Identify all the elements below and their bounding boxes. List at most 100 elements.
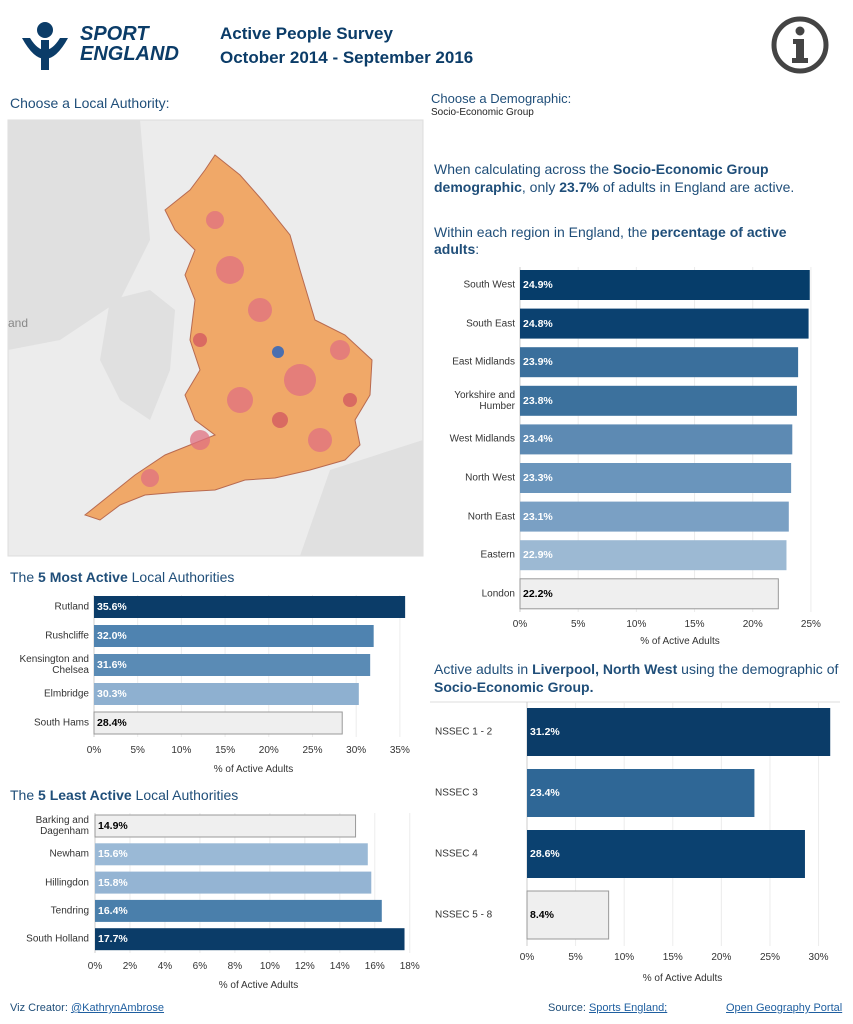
data-label: 32.0%	[97, 630, 127, 642]
source-link[interactable]: Open Geography Portal	[726, 1002, 843, 1014]
y-tick-label: South Holland	[26, 933, 89, 945]
demographic-prompt: Choose a Demographic:	[431, 91, 572, 106]
text: Viz Creator:	[10, 1002, 71, 1014]
y-tick-label: North West	[465, 472, 515, 484]
chart-title: Active adults in Liverpool, North West u…	[434, 660, 844, 696]
x-tick-label: 0%	[512, 619, 528, 630]
text: using the demographic of	[677, 661, 839, 677]
y-tick-label: Eastern	[480, 549, 515, 561]
logo-text: SPORT ENGLAND	[80, 24, 179, 64]
title: Active People Survey	[220, 24, 393, 43]
map-prompt: Choose a Local Authority:	[10, 95, 170, 111]
bar	[520, 385, 797, 416]
data-label: 31.2%	[530, 726, 560, 738]
text: Local Authorities	[131, 787, 239, 803]
source: Source: Sports England;	[548, 1002, 667, 1014]
logo-icon	[22, 22, 68, 70]
x-tick-label: 15%	[662, 952, 683, 963]
x-tick-label: 0%	[87, 961, 103, 972]
x-tick-label: 25%	[759, 952, 780, 963]
text: Within each region in England, the	[434, 224, 652, 240]
x-tick-label: 25%	[800, 619, 821, 630]
bar	[95, 843, 368, 866]
x-tick-label: 10%	[171, 745, 192, 756]
x-tick-label: 20%	[258, 745, 279, 756]
text: of adults in England are active.	[598, 179, 795, 195]
bar	[526, 890, 610, 940]
bar	[94, 654, 371, 676]
x-tick-label: 12%	[294, 961, 315, 972]
source-link[interactable]: Sports England;	[588, 1002, 668, 1014]
text: percentage of active adults	[434, 224, 787, 257]
text: When calculating across the	[434, 161, 613, 177]
y-tick-label: NSSEC 5 - 8	[435, 909, 493, 921]
data-label: 23.4%	[523, 433, 553, 446]
data-label: 15.8%	[98, 876, 128, 889]
creator: Viz Creator: @KathrynAmbrose	[10, 1002, 164, 1014]
text: Socio-Economic Group.	[434, 679, 594, 695]
x-tick-label: 14%	[329, 961, 350, 972]
chart-title: Within each region in England, the perce…	[434, 224, 834, 258]
text: The	[10, 569, 39, 585]
y-tick-label: Kensington and Chelsea	[19, 654, 89, 676]
source: Open Geography Portal	[726, 1002, 842, 1014]
y-tick-label: Barking and Dagenham	[35, 815, 89, 837]
y-tick-label: North East	[467, 511, 515, 523]
y-tick-label: Newham	[49, 848, 89, 860]
x-tick-label: 5%	[568, 952, 583, 963]
x-tick-label: 20%	[742, 619, 763, 630]
y-tick-label: Yorkshire and Humber	[454, 389, 515, 412]
x-tick-label: 10%	[614, 952, 635, 963]
x-tick-label: 4%	[157, 961, 173, 972]
x-tick-label: 30%	[808, 952, 829, 963]
y-tick-label: South East	[466, 318, 515, 330]
text: Liverpool, North West	[532, 661, 678, 677]
map-label: and	[8, 316, 29, 330]
data-label: 22.9%	[523, 549, 553, 562]
y-tick-label: Tendring	[50, 905, 89, 917]
map[interactable]	[7, 119, 424, 557]
x-tick-label: 10%	[259, 961, 280, 972]
chart-title: The 5 Most Active Local Authorities	[10, 569, 234, 585]
x-axis-title: % of Active Adults	[218, 980, 299, 991]
text: Socio-Economic Group demographic	[434, 161, 769, 195]
y-tick-label: Rushcliffe	[45, 630, 89, 642]
text: Source:	[548, 1002, 589, 1014]
bar	[95, 871, 372, 894]
data-label: 17.7%	[98, 933, 128, 946]
bar	[520, 463, 792, 493]
text: :	[475, 241, 480, 257]
info-icon[interactable]	[771, 16, 829, 74]
y-tick-label: NSSEC 1 - 2	[435, 726, 493, 738]
data-label: 30.3%	[97, 688, 127, 700]
data-label: 23.4%	[530, 787, 560, 799]
data-label: 16.4%	[98, 904, 128, 917]
x-tick-label: 30%	[346, 745, 367, 756]
bar	[527, 708, 831, 756]
england	[83, 154, 373, 521]
data-label: 28.6%	[530, 848, 560, 860]
y-tick-label: East Midlands	[452, 356, 515, 368]
x-tick-label: 15%	[684, 619, 705, 630]
text: , only	[521, 179, 560, 195]
x-tick-label: 10%	[626, 619, 647, 630]
data-label: 24.9%	[523, 279, 553, 291]
x-tick-label: 16%	[364, 961, 385, 972]
x-axis-title: % of Active Adults	[213, 764, 294, 775]
x-axis-title: % of Active Adults	[640, 636, 720, 647]
x-tick-label: 6%	[192, 961, 208, 972]
x-axis-title: % of Active Adults	[642, 973, 723, 984]
selected-area	[272, 346, 284, 358]
creator-link[interactable]: @KathrynAmbrose	[70, 1002, 165, 1014]
chart-title: The 5 Least Active Local Authorities	[10, 787, 238, 803]
y-tick-label: West Midlands	[449, 433, 515, 445]
demographic-select[interactable]: Socio-Economic Group	[431, 107, 534, 118]
bar	[527, 769, 755, 817]
bar	[520, 308, 809, 339]
data-label: 28.4%	[97, 717, 127, 729]
data-label: 24.8%	[523, 317, 553, 330]
subtitle: October 2014 - September 2016	[220, 48, 474, 67]
x-tick-label: 5%	[570, 619, 586, 630]
x-tick-label: 20%	[711, 952, 732, 963]
x-tick-label: 5%	[130, 745, 145, 756]
